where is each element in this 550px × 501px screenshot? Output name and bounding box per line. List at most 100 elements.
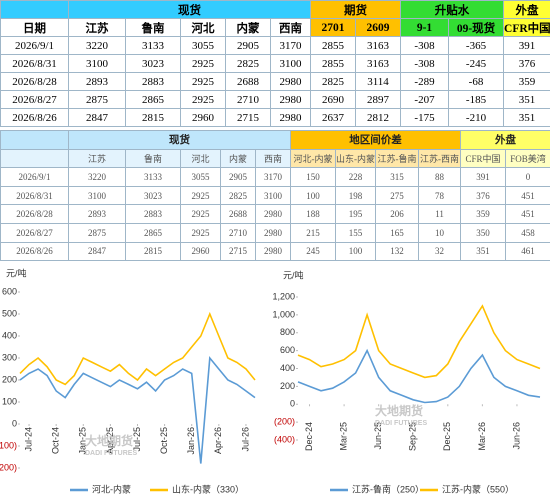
value-cell: 2825 <box>220 185 256 206</box>
value-cell: -365 <box>448 36 505 55</box>
value-cell: 165 <box>375 222 420 243</box>
value-cell: 2960 <box>180 108 226 127</box>
value-cell: 2905 <box>225 36 271 55</box>
column-header: 2609 <box>355 18 402 37</box>
value-cell: -68 <box>448 72 505 91</box>
column-header: 江苏-鲁南 <box>375 148 420 169</box>
value-cell: 3114 <box>355 72 402 91</box>
y-tick-label: 1,000 <box>272 309 295 319</box>
value-cell: 32 <box>418 241 462 262</box>
date-cell: 2026/8/31 <box>0 54 69 73</box>
value-cell: 245 <box>290 241 337 262</box>
group-header: 外盘 <box>503 0 550 19</box>
legend-label: 江苏-鲁南（250） <box>352 483 424 494</box>
column-header: 河北-内蒙 <box>290 148 337 169</box>
date-cell: 2026/8/31 <box>0 185 69 206</box>
value-cell: 100 <box>290 185 337 206</box>
value-cell: 3023 <box>125 185 181 206</box>
charts: 元/吨 600 500 400 300 200 100 0 (100) (200) Jul-24 Oc… <box>0 267 541 494</box>
legend-label: 山东-内蒙（330） <box>172 483 244 494</box>
y-tick-label: 800 <box>280 327 295 337</box>
x-tick-label: Jun-25 <box>373 422 383 450</box>
x-tick-label: Mar-26 <box>477 422 487 451</box>
group-header: 期货 <box>310 0 402 19</box>
table-row: 2026/9/1 3220 3133 3055 2905 3170 150 228 315 88 3… <box>0 167 550 187</box>
date-cell: 2026/8/28 <box>0 72 69 91</box>
column-header: 江苏 <box>68 148 126 169</box>
x-tick-label: Oct-25 <box>159 427 169 454</box>
y-tick-label: 600 <box>280 345 295 355</box>
y-tick-label: 200 <box>280 381 295 391</box>
column-header: CFR中国 <box>503 18 550 37</box>
x-tick-label: Jan-26 <box>186 427 196 455</box>
futures-table: 现货 期货 升贴水 外盘 日期 江苏 鲁南 河北 内蒙 西南 2701 2609 9-1 09-现货 CFR… <box>0 0 550 127</box>
value-cell: 451 <box>505 185 550 206</box>
table-row: 现货 期货 升贴水 外盘 <box>0 0 550 19</box>
x-tick-label: Jul-26 <box>240 427 250 452</box>
x-tick-label: Mar-25 <box>338 422 348 451</box>
table-row: 2026/8/27 2875 2865 2925 2710 2980 215 155 165 10… <box>0 222 550 243</box>
value-cell: 3163 <box>355 54 402 73</box>
column-header: 2701 <box>310 18 357 37</box>
column-header: CFR中国 <box>460 148 507 169</box>
y-tick-label: 300 <box>2 352 17 362</box>
y-tick-label: 500 <box>2 308 17 318</box>
value-cell: 155 <box>335 222 377 243</box>
value-cell: 2980 <box>254 222 292 243</box>
value-cell: 2865 <box>125 222 181 243</box>
value-cell: 2688 <box>225 72 271 91</box>
x-tick-label: Dec-24 <box>304 422 314 451</box>
value-cell: 391 <box>503 36 550 55</box>
header-cell <box>0 130 69 150</box>
value-cell: 2925 <box>180 72 226 91</box>
y-tick-label: 1,200 <box>272 291 295 301</box>
x-tick-label: Sep-25 <box>408 422 418 451</box>
watermark: 大地期货 <box>375 403 423 418</box>
value-cell: 3133 <box>125 167 181 187</box>
value-cell: 458 <box>505 222 550 243</box>
value-cell: 0 <box>505 167 550 187</box>
value-cell: 391 <box>460 167 507 187</box>
table-row: 2026/8/28 2893 2883 2925 2688 2980 2825 3114 -28… <box>0 72 550 91</box>
value-cell: 228 <box>335 167 377 187</box>
value-cell: 2715 <box>225 108 271 127</box>
value-cell: 3170 <box>254 167 292 187</box>
date-cell: 2026/8/27 <box>0 222 69 243</box>
value-cell: 2855 <box>310 36 357 55</box>
column-header: 江苏-西南 <box>418 148 462 169</box>
value-cell: -245 <box>448 54 505 73</box>
value-cell: 2897 <box>355 90 402 109</box>
column-header: 西南 <box>254 148 292 169</box>
group-header: 现货 <box>67 0 312 19</box>
column-header: 内蒙 <box>225 18 271 37</box>
header-cell <box>0 0 69 19</box>
column-header: 9-1 <box>400 18 450 37</box>
value-cell: -308 <box>400 54 450 73</box>
value-cell: 2980 <box>254 204 292 224</box>
table-row: 现货 地区间价差 外盘 <box>0 130 550 150</box>
x-tick-label: Jan-25 <box>78 427 88 455</box>
value-cell: 2893 <box>68 204 126 224</box>
date-cell: 2026/8/27 <box>0 90 69 109</box>
y-tick-label: 600 <box>2 286 17 296</box>
value-cell: 351 <box>503 90 550 109</box>
date-cell: 2026/8/26 <box>0 241 69 262</box>
column-header: 鲁南 <box>125 18 181 37</box>
value-cell: 2715 <box>220 241 256 262</box>
date-cell: 2026/9/1 <box>0 36 69 55</box>
value-cell: -289 <box>400 72 450 91</box>
value-cell: 2883 <box>125 204 181 224</box>
column-header: 河北 <box>180 18 226 37</box>
y-tick-label: 400 <box>280 363 295 373</box>
value-cell: 3100 <box>254 185 292 206</box>
value-cell: 3170 <box>269 36 312 55</box>
value-cell: 3100 <box>68 185 126 206</box>
legend-label: 河北-内蒙 <box>92 483 131 494</box>
value-cell: 2875 <box>68 222 126 243</box>
group-header: 地区间价差 <box>290 130 462 150</box>
value-cell: 2980 <box>269 108 312 127</box>
value-cell: 3100 <box>68 54 126 73</box>
column-header: 09-现货 <box>448 18 505 37</box>
value-cell: 78 <box>418 185 462 206</box>
date-header <box>0 148 69 169</box>
